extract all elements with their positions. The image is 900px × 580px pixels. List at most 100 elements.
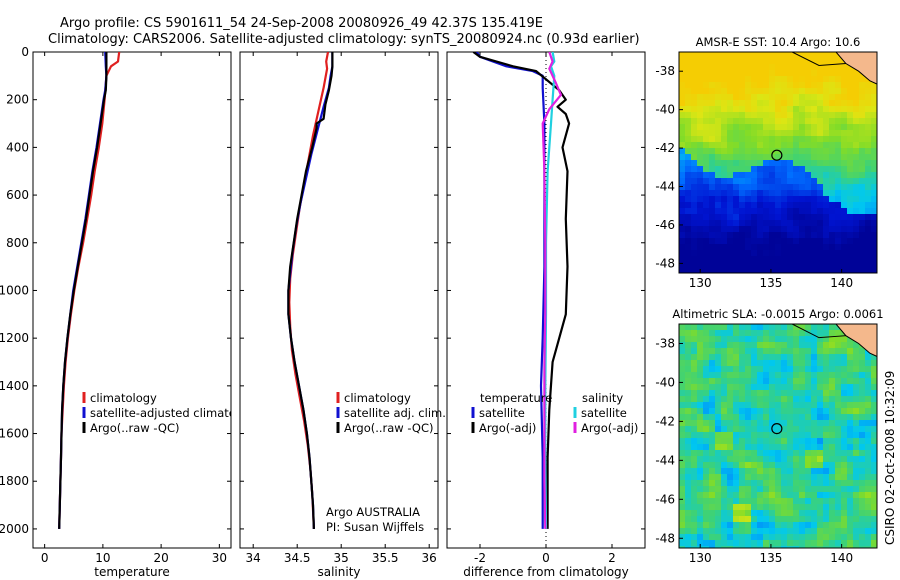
map-cell [733,408,740,415]
map-cell [835,522,842,529]
map-cell [787,112,794,119]
map-cell [835,112,842,119]
map-cell [763,94,770,101]
map-cell [703,366,710,373]
map-cell [841,486,848,493]
map-cell [745,462,752,469]
map-cell [841,384,848,391]
map-cell [811,190,818,197]
map-cell [799,510,806,517]
map-cell [727,438,734,445]
map-cell [865,384,872,391]
map-cell [727,214,734,221]
map-cell [793,52,800,59]
map-cell [775,540,782,547]
map-cell [715,94,722,101]
map-cell [721,154,728,161]
map-cell [709,342,716,349]
map-cell [703,342,710,349]
map-cell [811,540,818,547]
map-cell [811,196,818,203]
map-cell [781,142,788,149]
map-cell [841,136,848,143]
map-cell [763,214,770,221]
map-cell [799,208,806,215]
map-cell [853,510,860,517]
map-cell [697,324,704,331]
map-cell [841,372,848,379]
map-cell [769,540,776,547]
map-cell [727,522,734,529]
map-cell [697,528,704,535]
map-cell [811,154,818,161]
map-cell [793,480,800,487]
map-cell [781,330,788,337]
legend-label: Argo(-adj) [581,421,638,435]
map-cell [865,220,872,227]
map-cell [817,414,824,421]
map-cell [733,540,740,547]
map-cell [721,262,728,269]
map-cell [817,160,824,167]
x-tick-label: 35 [334,551,349,565]
map-cell [691,70,698,77]
map-cell [793,450,800,457]
map-cell [703,190,710,197]
map-cell [751,100,758,107]
map-cell [709,232,716,239]
map-cell [697,432,704,439]
map-cell [763,486,770,493]
map-cell [793,76,800,83]
map-cell [739,330,746,337]
map-cell [781,214,788,221]
land-mass [835,52,877,85]
map-cell [805,336,812,343]
map-cell [805,52,812,59]
map-cell [811,130,818,137]
map-cell [823,498,830,505]
map-cell [679,444,686,451]
map-cell [703,546,710,548]
map-cell [853,438,860,445]
map-cell [727,196,734,203]
map-cell [697,124,704,131]
y-tick-label: 1400 [0,379,29,393]
map-cell [853,136,860,143]
map-cell [709,58,716,65]
map-cell [733,534,740,541]
map-cell [703,238,710,245]
map-cell [799,106,806,113]
map-cell [847,384,854,391]
map-cell [715,244,722,251]
map-cell [709,390,716,397]
map-cell [757,528,764,535]
map-cell [787,76,794,83]
map-cell [733,414,740,421]
map-cell [679,82,686,89]
map-cell [703,130,710,137]
map-cell [841,244,848,251]
map-cell [703,498,710,505]
map-cell [841,516,848,523]
map-cell [871,148,877,155]
map-cell [853,94,860,101]
map-cell [709,426,716,433]
map-cell [691,184,698,191]
map-cell [847,342,854,349]
map-cell [721,214,728,221]
map-cell [715,366,722,373]
map-cell [799,516,806,523]
map-cell [757,154,764,161]
header-line-1: Argo profile: CS 5901611_54 24-Sep-2008 … [60,16,543,31]
map-cell [751,498,758,505]
map-cell [781,414,788,421]
map-cell [745,420,752,427]
map-cell [811,214,818,221]
map-cell [841,468,848,475]
map-cell [865,402,872,409]
map-cell [679,516,686,523]
map-cell [757,414,764,421]
map-cell [745,456,752,463]
map-cell [679,408,686,415]
map-cell [769,142,776,149]
